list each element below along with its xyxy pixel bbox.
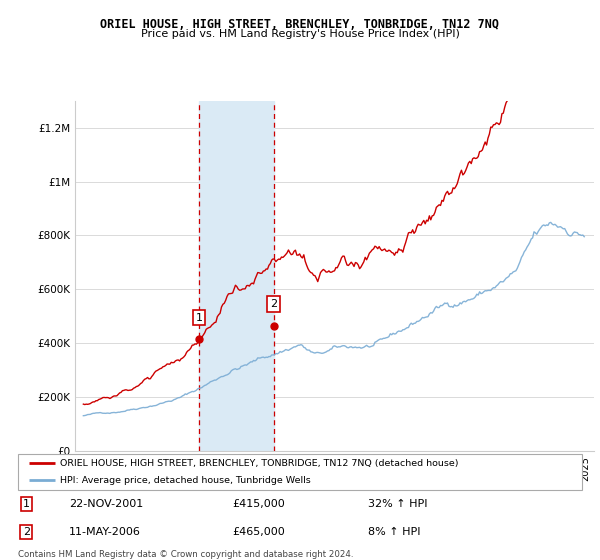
Text: £415,000: £415,000	[232, 499, 285, 509]
Text: 11-MAY-2006: 11-MAY-2006	[69, 527, 140, 537]
Text: 2: 2	[270, 299, 277, 309]
Text: Price paid vs. HM Land Registry's House Price Index (HPI): Price paid vs. HM Land Registry's House …	[140, 29, 460, 39]
Text: 1: 1	[196, 312, 202, 323]
Text: 32% ↑ HPI: 32% ↑ HPI	[368, 499, 427, 509]
Text: ORIEL HOUSE, HIGH STREET, BRENCHLEY, TONBRIDGE, TN12 7NQ: ORIEL HOUSE, HIGH STREET, BRENCHLEY, TON…	[101, 18, 499, 31]
Text: 8% ↑ HPI: 8% ↑ HPI	[368, 527, 420, 537]
Text: £465,000: £465,000	[232, 527, 285, 537]
Text: 1: 1	[23, 499, 30, 509]
Text: HPI: Average price, detached house, Tunbridge Wells: HPI: Average price, detached house, Tunb…	[60, 475, 311, 484]
Text: 2: 2	[23, 527, 30, 537]
Text: ORIEL HOUSE, HIGH STREET, BRENCHLEY, TONBRIDGE, TN12 7NQ (detached house): ORIEL HOUSE, HIGH STREET, BRENCHLEY, TON…	[60, 459, 459, 468]
Text: Contains HM Land Registry data © Crown copyright and database right 2024.
This d: Contains HM Land Registry data © Crown c…	[18, 550, 353, 560]
Text: 22-NOV-2001: 22-NOV-2001	[69, 499, 143, 509]
Bar	[199, 101, 274, 451]
